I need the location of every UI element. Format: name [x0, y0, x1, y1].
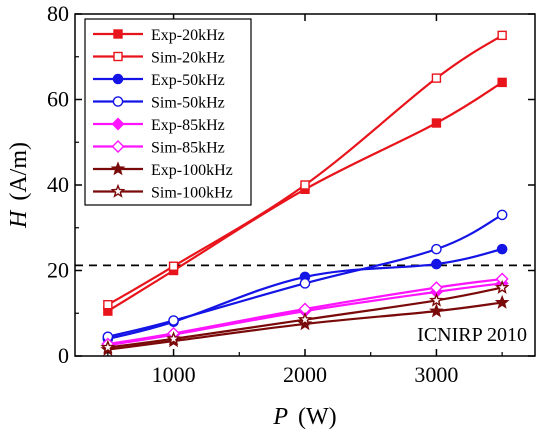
legend-label: Exp-85kHz — [151, 117, 225, 134]
series-sim-50khz — [102, 209, 508, 343]
data-point — [431, 73, 442, 83]
data-point — [431, 258, 442, 270]
legend: Exp-20kHz Sim-20kHz Exp-50kHz Sim-50kHz Exp-… — [84, 18, 252, 206]
legend-marker — [112, 73, 124, 85]
data-point — [166, 331, 181, 346]
data-point — [431, 118, 442, 128]
svg-text:H (A/m): H (A/m) — [6, 142, 32, 229]
y-axis-label: H — [6, 209, 32, 229]
reference-line-label: ICNIRP 2010 — [417, 324, 527, 346]
data-point — [431, 243, 442, 255]
legend-marker — [111, 140, 125, 153]
legend-marker — [110, 183, 126, 198]
data-point — [297, 311, 313, 326]
legend-marker — [112, 96, 124, 107]
series-sim-100khz — [100, 279, 510, 354]
series-layer — [100, 30, 510, 356]
x-axis-label: P — [272, 404, 288, 430]
series-sim-20khz — [103, 30, 507, 310]
data-point — [494, 294, 510, 309]
data-point — [496, 243, 508, 255]
legend-item: Sim-50kHz — [93, 95, 225, 112]
y-tick-label: 0 — [58, 343, 69, 368]
data-point — [494, 279, 510, 294]
x-tick-label: 1000 — [152, 362, 196, 387]
data-point — [497, 30, 507, 41]
legend-label: Exp-50kHz — [151, 72, 225, 89]
legend-label: Sim-20kHz — [151, 50, 225, 67]
y-tick-label: 20 — [47, 258, 69, 283]
data-point — [300, 180, 310, 190]
legend-item: Exp-50kHz — [93, 72, 225, 89]
y-axis-title: H (A/m) — [6, 142, 32, 229]
x-tick-label: 2000 — [283, 362, 327, 387]
x-tick-label: 3000 — [414, 362, 458, 387]
legend-item: Sim-85kHz — [93, 140, 225, 157]
data-point — [299, 278, 311, 289]
legend-marker — [110, 161, 126, 176]
data-point — [168, 261, 179, 271]
data-point — [168, 315, 179, 326]
legend-marker — [113, 29, 123, 39]
legend-marker — [113, 51, 123, 62]
svg-text:P (W): P (W) — [272, 404, 336, 430]
y-tick-label: 60 — [47, 87, 69, 112]
legend-item: Sim-20kHz — [93, 50, 225, 67]
y-tick-label: 40 — [47, 172, 69, 197]
data-point — [496, 209, 508, 221]
x-axis-unit: (W) — [298, 404, 337, 430]
legend-marker — [111, 117, 125, 131]
legend-item: Exp-100kHz — [93, 161, 233, 179]
data-point — [100, 339, 116, 354]
ticks-layer: 1000 2000 3000 0 20 40 60 80 — [47, 1, 535, 387]
y-axis-unit: (A/m) — [6, 142, 32, 201]
y-tick-label: 80 — [47, 1, 69, 26]
data-point — [497, 77, 507, 88]
legend-label: Sim-100kHz — [151, 185, 233, 202]
legend-label: Exp-20kHz — [151, 27, 225, 44]
data-point — [429, 292, 444, 307]
legend-item: Sim-100kHz — [93, 183, 233, 202]
x-axis-title: P (W) — [272, 404, 336, 430]
legend-box — [84, 18, 252, 206]
legend-item: Exp-85kHz — [93, 117, 225, 134]
legend-label: Exp-100kHz — [151, 162, 233, 179]
legend-label: Sim-85kHz — [151, 140, 225, 157]
data-point — [297, 316, 313, 331]
data-point — [429, 303, 444, 318]
data-point — [103, 300, 113, 310]
legend-item: Exp-20kHz — [93, 27, 225, 44]
legend-label: Sim-50kHz — [151, 95, 225, 112]
